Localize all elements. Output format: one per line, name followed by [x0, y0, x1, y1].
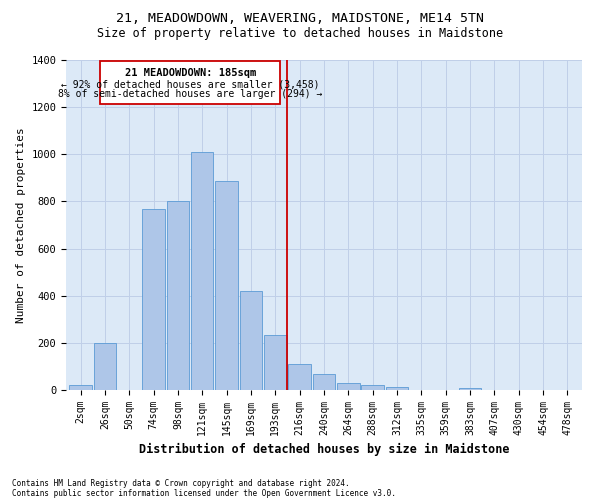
X-axis label: Distribution of detached houses by size in Maidstone: Distribution of detached houses by size … [139, 444, 509, 456]
Text: 21, MEADOWDOWN, WEAVERING, MAIDSTONE, ME14 5TN: 21, MEADOWDOWN, WEAVERING, MAIDSTONE, ME… [116, 12, 484, 26]
Bar [191, 152, 214, 390]
Bar [386, 387, 408, 390]
Bar [142, 208, 165, 390]
Bar [70, 385, 92, 390]
Bar [337, 384, 359, 390]
Bar [361, 385, 384, 390]
Text: Contains HM Land Registry data © Crown copyright and database right 2024.: Contains HM Land Registry data © Crown c… [12, 478, 350, 488]
Bar [459, 388, 481, 390]
Y-axis label: Number of detached properties: Number of detached properties [16, 127, 26, 323]
Bar [264, 334, 287, 390]
Text: 21 MEADOWDOWN: 185sqm: 21 MEADOWDOWN: 185sqm [125, 68, 256, 78]
Bar [167, 202, 189, 390]
Bar [313, 374, 335, 390]
Bar [215, 182, 238, 390]
Text: Size of property relative to detached houses in Maidstone: Size of property relative to detached ho… [97, 28, 503, 40]
FancyBboxPatch shape [100, 61, 280, 104]
Text: Contains public sector information licensed under the Open Government Licence v3: Contains public sector information licen… [12, 488, 396, 498]
Text: ← 92% of detached houses are smaller (3,458): ← 92% of detached houses are smaller (3,… [61, 80, 319, 90]
Bar [94, 343, 116, 390]
Bar [289, 364, 311, 390]
Text: 8% of semi-detached houses are larger (294) →: 8% of semi-detached houses are larger (2… [58, 90, 322, 100]
Bar [240, 290, 262, 390]
